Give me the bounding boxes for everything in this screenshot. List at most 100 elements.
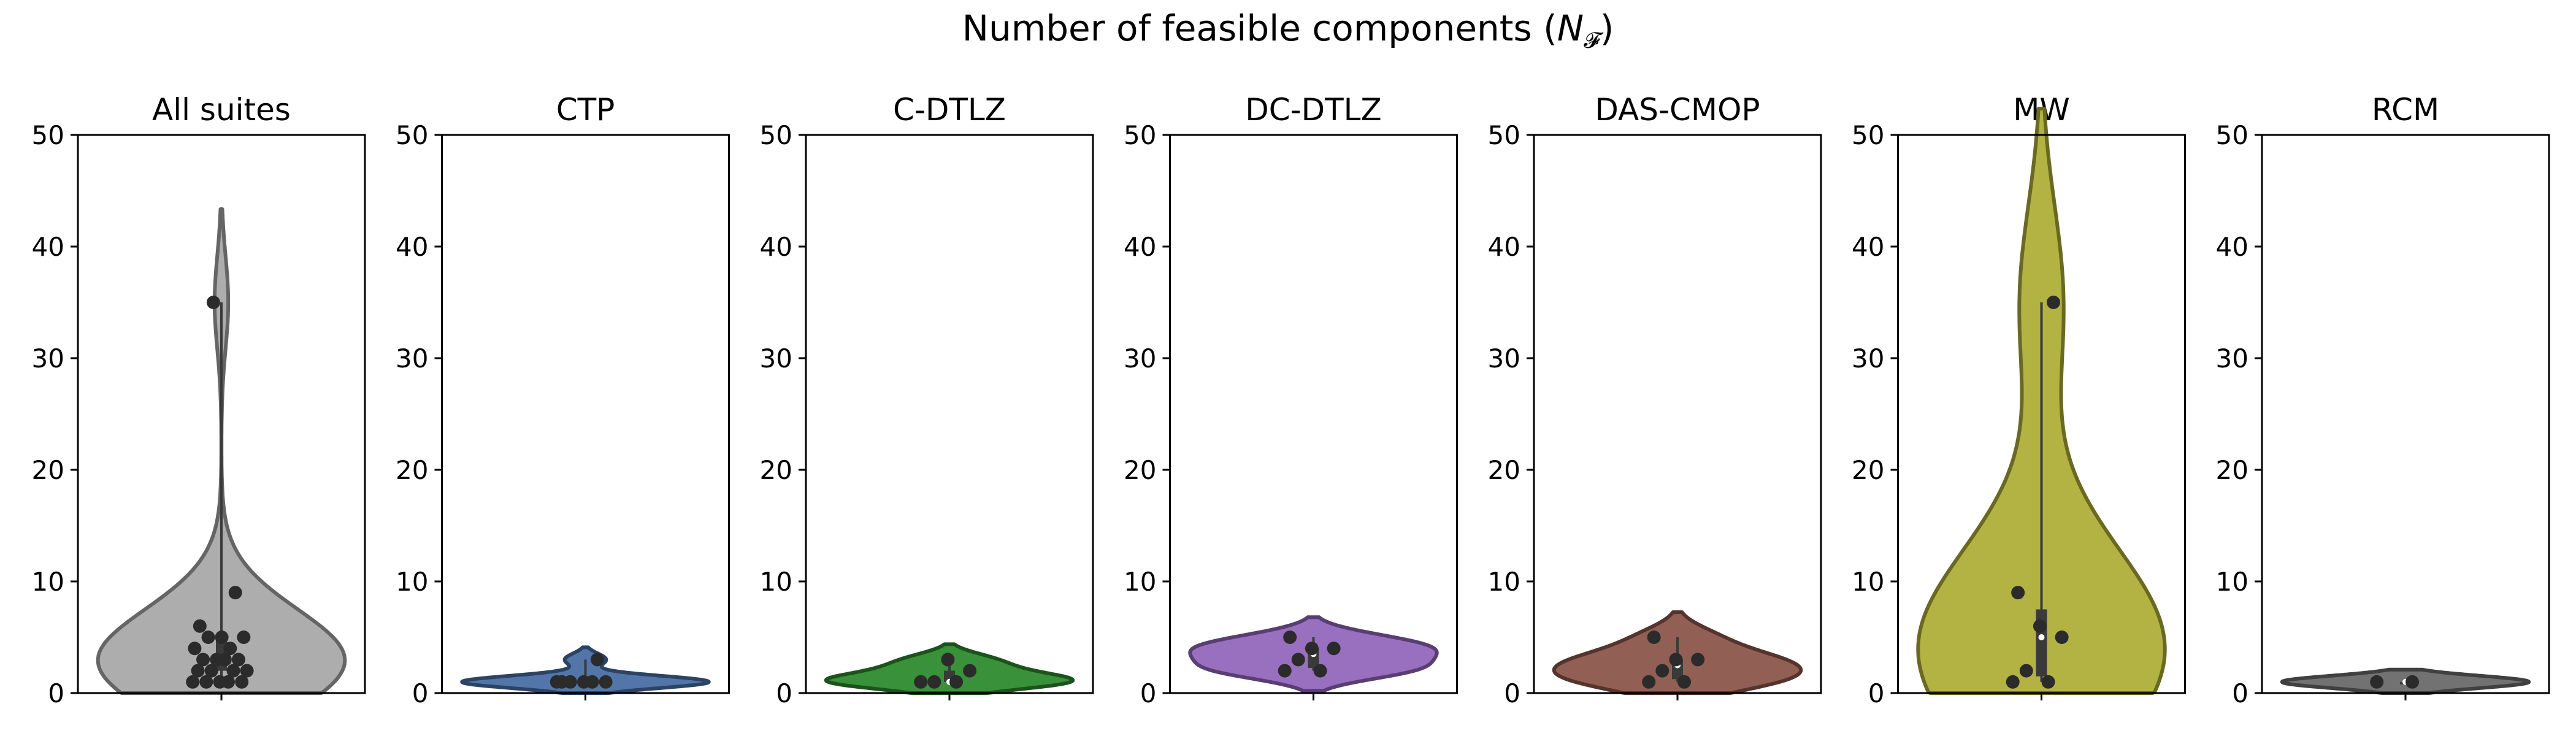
data-point [1677,675,1692,689]
data-point [941,653,955,667]
panel-title: DAS-CMOP [1595,92,1760,128]
y-tick-label: 30 [2216,343,2248,374]
data-point [2033,619,2047,633]
data-point [237,631,251,644]
y-tick-label: 0 [1504,678,1520,708]
y-tick-label: 10 [1852,567,1884,597]
panel-5: MW01020304050 [1852,92,2186,708]
panel-title: All suites [152,92,291,128]
y-tick-label: 10 [760,567,792,597]
y-tick-label: 50 [760,120,792,150]
y-tick-label: 30 [1124,343,1156,374]
data-point [1278,664,1292,678]
data-point [204,664,218,678]
y-tick-label: 10 [1488,567,1520,597]
y-tick-label: 20 [396,455,428,485]
panel-4: DAS-CMOP 0 10 20 30 40 50 [1488,92,1822,708]
data-point [1642,675,1656,689]
y-tick-label: 40 [760,232,792,262]
data-point [2011,586,2025,600]
iqr-box [2036,609,2047,677]
y-tick-label: 0 [2232,678,2248,708]
panel-2: C-DTLZ 0 10 20 30 40 50 [760,92,1094,708]
panel-title: CTP [556,92,615,128]
data-point [1313,664,1327,678]
y-tick-label: 0 [412,678,429,708]
data-point [235,675,249,689]
data-point [914,675,928,689]
y-tick-label: 40 [1488,232,1520,262]
y-tick-label: 0 [1140,678,1157,708]
data-point [223,642,237,656]
data-point [2019,664,2033,678]
y-tick-label: 40 [2216,232,2248,262]
data-point [228,586,242,600]
data-point [1655,664,1669,678]
y-tick-label: 10 [1124,567,1156,597]
data-point [215,631,229,644]
panels: All suites01020304050CTP01020304050C-DTL… [32,92,2550,708]
data-point [2041,675,2055,689]
data-point [206,296,220,309]
data-point [196,653,210,667]
y-tick-label: 50 [2216,120,2248,150]
data-point [2405,675,2420,689]
y-tick-label: 40 [1124,232,1156,262]
y-tick-label: 20 [1124,455,1156,485]
data-point [1647,631,1661,644]
data-point [1305,642,1319,656]
median-marker [2038,634,2045,640]
axes-frame [1533,134,1822,694]
data-point [191,664,205,678]
data-point [1327,642,1341,656]
data-point [186,675,200,689]
data-point [590,653,604,667]
panel-0: All suites 0 10 20 30 40 50 [32,92,366,708]
data-point [2055,631,2069,644]
panel-title: DC-DTLZ [1245,92,1382,128]
data-point [599,675,613,689]
data-point [2370,675,2384,689]
y-tick-label: 40 [1852,232,1884,262]
y-tick-label: 20 [1488,455,1520,485]
y-tick-label: 30 [1852,343,1884,374]
data-point [226,664,240,678]
data-point [201,631,215,644]
data-point [210,653,224,667]
y-tick-label: 50 [1852,120,1884,150]
y-tick-label: 20 [2216,455,2248,485]
y-tick-label: 10 [396,567,428,597]
y-tick-label: 50 [396,120,428,150]
data-point [188,642,202,656]
axes-frame [1169,134,1458,694]
y-tick-label: 20 [32,455,64,485]
axes-frame [2261,134,2550,694]
y-tick-label: 30 [760,343,792,374]
y-tick-label: 50 [1488,120,1520,150]
data-point [949,675,964,689]
data-point [199,675,213,689]
y-tick-label: 20 [760,455,792,485]
y-tick-label: 30 [1488,343,1520,374]
panel-3: DC-DTLZ 0 10 20 30 40 50 [1124,92,1458,708]
panel-1: CTP 0 10 20 30 40 50 [396,92,730,708]
y-tick-label: 0 [776,678,792,708]
data-point [1691,653,1705,667]
y-tick-label: 10 [2216,567,2248,597]
data-point [577,675,591,689]
panel-title: C-DTLZ [893,92,1006,128]
y-tick-label: 0 [48,678,64,708]
data-point [1283,631,1297,644]
data-point [213,675,227,689]
y-tick-label: 30 [32,343,64,374]
figure-title: Number of feasible components (N𝓕) [962,7,1614,53]
y-tick-label: 30 [396,343,428,374]
y-tick-label: 50 [1124,120,1156,150]
panel-title: RCM [2372,92,2439,128]
data-point [2046,296,2060,309]
data-point [1291,653,1305,667]
data-point [927,675,941,689]
panel-6: RCM 0 10 20 30 40 50 [2216,92,2550,708]
data-point [963,664,977,678]
